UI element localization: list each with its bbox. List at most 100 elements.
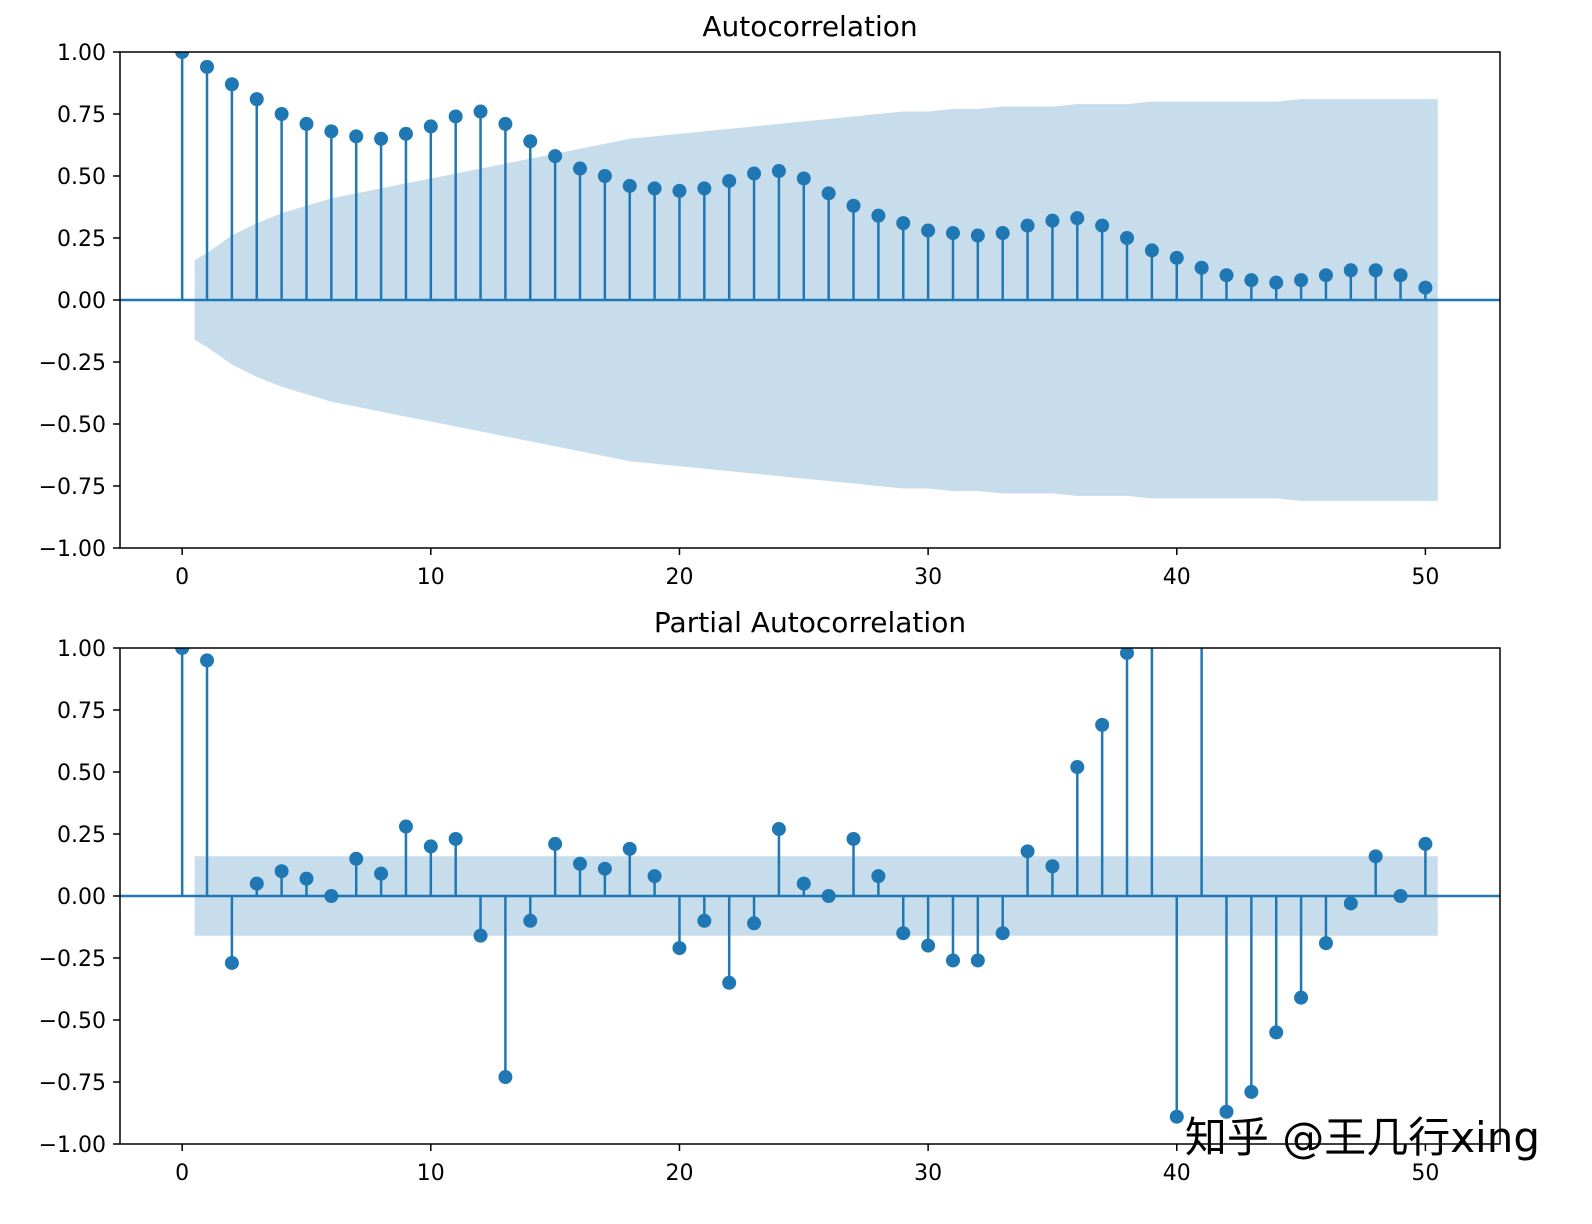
stem-marker bbox=[771, 164, 786, 179]
y-tick-label: 1.00 bbox=[57, 41, 106, 66]
stem-marker bbox=[697, 181, 712, 196]
stem-marker bbox=[398, 819, 413, 834]
stem-marker bbox=[722, 173, 737, 188]
stem-marker bbox=[249, 876, 264, 891]
y-tick-label: 0.00 bbox=[57, 885, 106, 910]
stem-marker bbox=[299, 871, 314, 886]
stem-marker bbox=[1318, 936, 1333, 951]
stem-marker bbox=[1045, 213, 1060, 228]
stem-marker bbox=[200, 59, 215, 74]
stem-marker bbox=[1244, 1084, 1259, 1099]
stem-marker bbox=[274, 107, 289, 121]
stem-marker bbox=[1368, 849, 1383, 864]
y-tick-label: 0.50 bbox=[57, 165, 106, 190]
stem-marker bbox=[1219, 268, 1234, 283]
stem-marker bbox=[747, 166, 762, 181]
stem-marker bbox=[771, 822, 786, 837]
stem-marker bbox=[1294, 990, 1309, 1005]
stem-marker bbox=[274, 864, 289, 879]
y-tick-label: 0.75 bbox=[57, 699, 106, 724]
stem-marker bbox=[175, 52, 190, 59]
stem-marker bbox=[473, 928, 488, 943]
stem-marker bbox=[175, 648, 190, 655]
stem-marker bbox=[398, 126, 413, 141]
stem-marker bbox=[224, 77, 239, 92]
stem-marker bbox=[896, 926, 911, 941]
stem-marker bbox=[523, 913, 538, 928]
stem-marker bbox=[423, 119, 438, 134]
stem-marker bbox=[1393, 268, 1408, 283]
stem-marker bbox=[1145, 517, 1159, 531]
stem-marker bbox=[597, 169, 612, 183]
stem-marker bbox=[548, 149, 563, 164]
y-tick-label: 0.25 bbox=[57, 823, 106, 848]
stem-marker bbox=[846, 831, 861, 846]
y-tick-label: 0.75 bbox=[57, 103, 106, 128]
stem-marker bbox=[1169, 1109, 1184, 1124]
stem-marker bbox=[1095, 717, 1110, 732]
stem-marker bbox=[548, 836, 563, 851]
stem-marker bbox=[523, 134, 538, 149]
stem-marker bbox=[697, 913, 712, 928]
chart-title: Partial Autocorrelation bbox=[654, 606, 966, 639]
stem-marker bbox=[448, 831, 463, 846]
stem-marker bbox=[672, 941, 687, 956]
stem-marker bbox=[1294, 273, 1309, 288]
y-tick-label: −0.25 bbox=[39, 947, 106, 972]
stem-marker bbox=[1144, 243, 1159, 258]
stem-marker bbox=[324, 889, 339, 903]
stem-marker bbox=[200, 653, 215, 668]
stem-marker bbox=[970, 953, 985, 968]
x-tick-label: 40 bbox=[1163, 565, 1191, 590]
stem-marker bbox=[945, 953, 960, 968]
stem-marker bbox=[921, 938, 936, 953]
stem-marker bbox=[647, 181, 662, 196]
stem-marker bbox=[796, 876, 811, 891]
stem-marker bbox=[647, 869, 662, 884]
stem-marker bbox=[249, 92, 264, 107]
x-tick-label: 10 bbox=[417, 565, 445, 590]
watermark-text: 知乎 @王几行xing bbox=[1185, 1113, 1540, 1162]
stem-marker bbox=[1095, 218, 1110, 233]
stem-marker bbox=[1343, 896, 1358, 911]
stem-marker bbox=[1045, 859, 1060, 874]
stem-marker bbox=[224, 955, 239, 970]
x-tick-label: 50 bbox=[1411, 1161, 1439, 1186]
y-tick-label: −0.75 bbox=[39, 1071, 106, 1096]
stem-marker bbox=[473, 104, 488, 119]
stem-marker bbox=[821, 889, 836, 903]
stem-marker bbox=[1219, 1104, 1234, 1119]
stem-marker bbox=[498, 116, 513, 131]
pacf-panel: 1.00 0.75 0.50 0.25 0.00 −0.25 −0.50 −0.75 −1.00… bbox=[39, 517, 1501, 1186]
acf-panel: 1.00 0.75 0.50 0.25 0.00 −0.25 −0.50 −0.75 −1.00… bbox=[39, 10, 1501, 590]
stem-marker bbox=[374, 866, 389, 881]
x-tick-label: 10 bbox=[417, 1161, 445, 1186]
stem-marker bbox=[1020, 844, 1035, 859]
y-tick-label: −0.50 bbox=[39, 413, 106, 438]
x-tick-label: 20 bbox=[665, 1161, 693, 1186]
x-tick-label: 40 bbox=[1163, 1161, 1191, 1186]
stem-marker bbox=[945, 226, 960, 241]
stem-marker bbox=[1418, 836, 1433, 851]
y-tick-label: 1.00 bbox=[57, 637, 106, 662]
stem-marker bbox=[324, 124, 339, 139]
stem-marker bbox=[349, 851, 364, 866]
stem-marker bbox=[622, 841, 637, 856]
stem-marker bbox=[995, 226, 1010, 241]
plot-area bbox=[120, 52, 1500, 501]
stem-marker bbox=[622, 178, 637, 193]
y-tick-label: −1.00 bbox=[39, 1133, 106, 1158]
stem-marker bbox=[573, 161, 587, 176]
y-tick-label: −0.50 bbox=[39, 1009, 106, 1034]
stem-marker bbox=[597, 861, 612, 876]
stem-marker bbox=[896, 216, 911, 231]
x-tick-label: 30 bbox=[914, 1161, 942, 1186]
stem-marker bbox=[970, 228, 985, 243]
stem-marker bbox=[1269, 275, 1284, 290]
stem-marker bbox=[672, 183, 687, 198]
stem-marker bbox=[1269, 1025, 1284, 1040]
y-tick-label: 0.25 bbox=[57, 227, 106, 252]
stem-marker bbox=[498, 1070, 513, 1085]
chart-title: Autocorrelation bbox=[702, 10, 917, 43]
